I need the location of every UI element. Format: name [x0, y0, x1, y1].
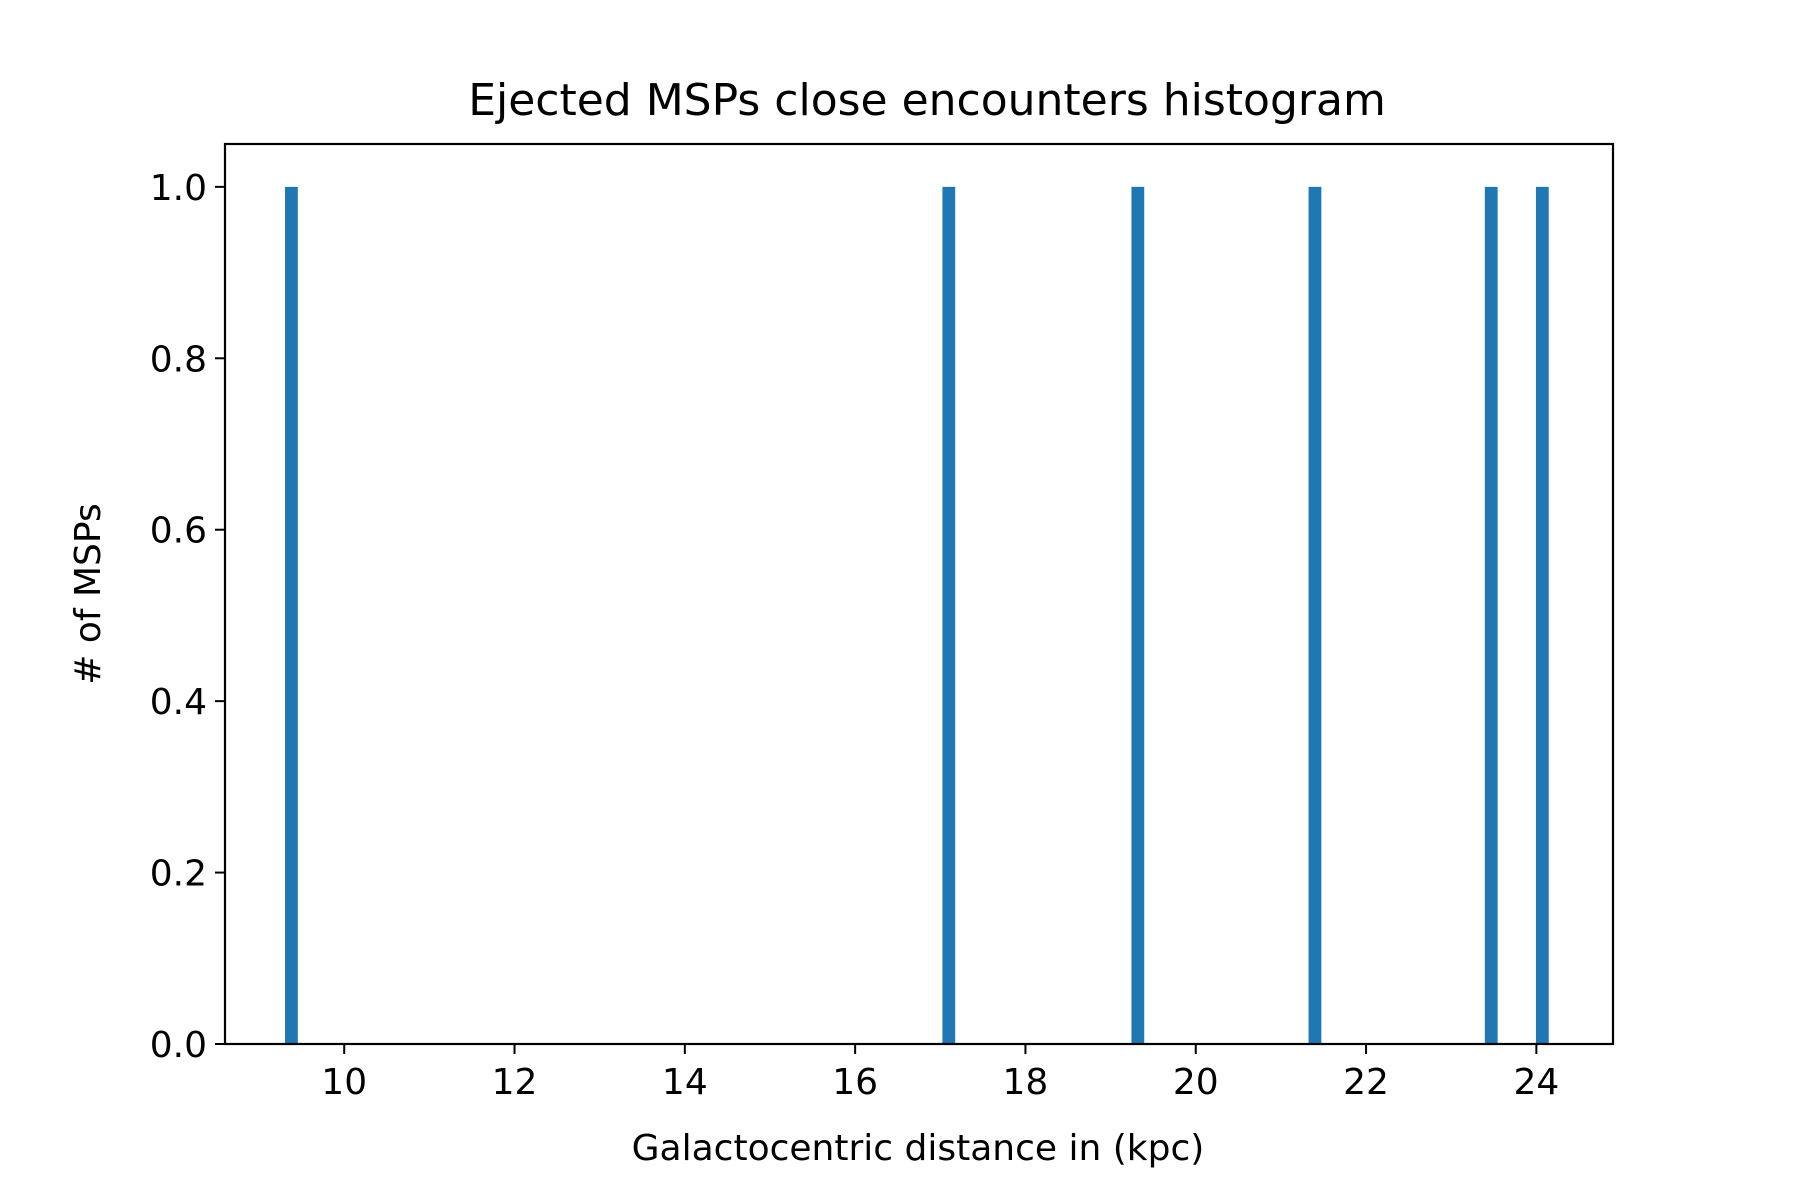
y-tick-label: 0.6	[150, 511, 207, 552]
x-tick-label: 24	[1513, 1062, 1559, 1103]
histogram-bar-6	[1535, 186, 1549, 1044]
bars-group	[285, 186, 1549, 1044]
y-tick-label: 0.0	[150, 1025, 207, 1066]
y-axis-label: # of MSPs	[68, 503, 109, 685]
plot-frame	[223, 142, 1615, 1046]
x-axis-label: Galactocentric distance in (kpc)	[632, 1128, 1205, 1169]
x-tick-label: 16	[832, 1062, 878, 1103]
y-tick-label: 0.8	[150, 339, 207, 380]
x-tick-label: 18	[1003, 1062, 1049, 1103]
x-tick-label: 14	[662, 1062, 708, 1103]
x-tick-label: 22	[1343, 1062, 1389, 1103]
histogram-bar-1	[285, 186, 298, 1044]
histogram-bar-5	[1484, 186, 1498, 1044]
y-tick-label: 0.4	[150, 682, 207, 723]
histogram-bar-2	[942, 186, 956, 1044]
y-tick-label: 1.0	[150, 168, 207, 209]
x-axis-ticks: 10 12 14 16 18 20 22 24	[321, 1044, 1559, 1103]
chart-title: Ejected MSPs close encounters histogram	[468, 75, 1386, 126]
x-tick-label: 12	[492, 1062, 538, 1103]
histogram-bar-3	[1131, 186, 1145, 1044]
y-axis-ticks: 0.0 0.2 0.4 0.6 0.8 1.0	[150, 168, 225, 1066]
x-tick-label: 10	[321, 1062, 367, 1103]
x-tick-label: 20	[1173, 1062, 1219, 1103]
histogram-bar-4	[1308, 186, 1322, 1044]
y-tick-label: 0.2	[150, 854, 207, 895]
